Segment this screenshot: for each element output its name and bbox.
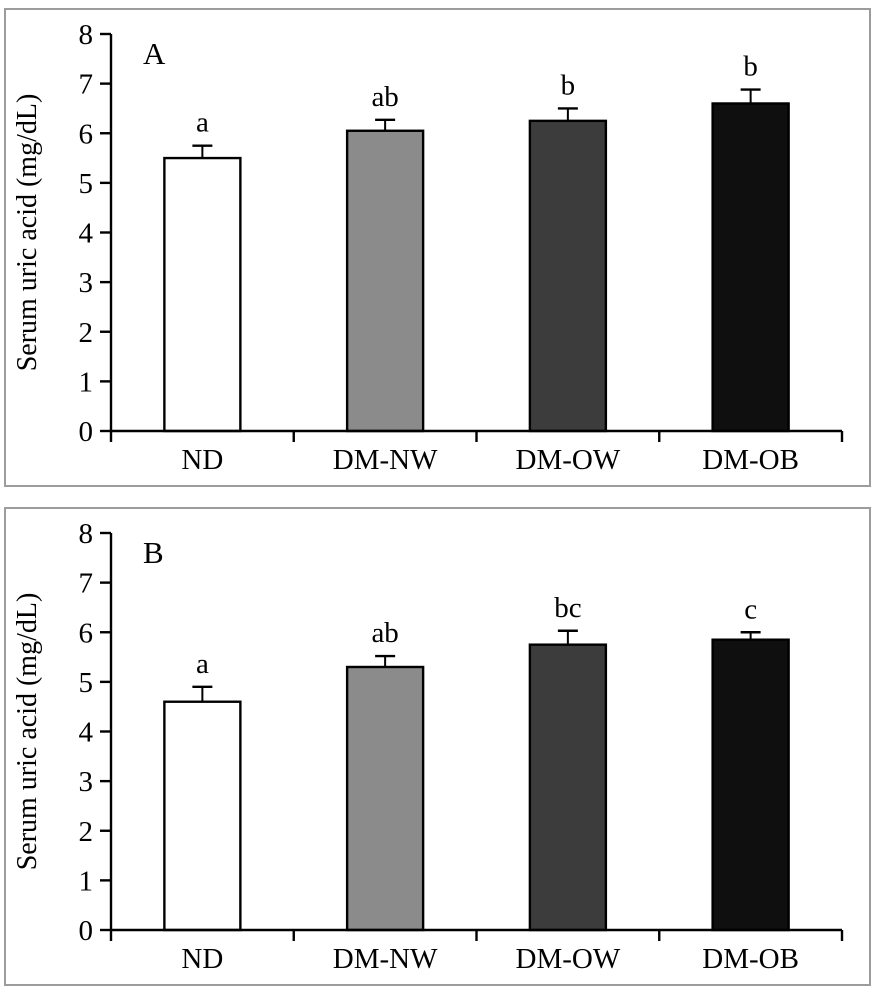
y-tick-label: 5 bbox=[79, 667, 94, 699]
x-category-label: DM-OW bbox=[516, 943, 621, 975]
y-tick-label: 1 bbox=[79, 865, 94, 897]
bar-nd bbox=[163, 700, 242, 932]
x-category-label: DM-OB bbox=[702, 943, 799, 975]
x-category-label: ND bbox=[181, 444, 223, 476]
sig-letter: ab bbox=[371, 81, 398, 113]
y-tick-label: 0 bbox=[79, 416, 94, 448]
y-tick-label: 2 bbox=[79, 816, 94, 848]
sig-letter: ab bbox=[371, 617, 398, 649]
sig-letter: a bbox=[196, 648, 209, 680]
bar-chart-b: 0 1 2 3 4 5 6 7 8 a ND ab DM-NW bc DM-OW c DM-OB Serum ur… bbox=[12, 518, 844, 975]
y-tick-label: 4 bbox=[79, 717, 94, 749]
bar-dm-ob bbox=[711, 638, 790, 932]
y-tick-label: 3 bbox=[79, 267, 94, 299]
bar-dm-ob bbox=[711, 102, 790, 433]
y-tick-label: 8 bbox=[79, 518, 94, 550]
sig-letter: c bbox=[744, 593, 757, 625]
y-axis-label: Serum uric acid (mg/dL) bbox=[12, 593, 43, 871]
y-tick-label: 7 bbox=[79, 69, 94, 101]
sig-letter: bc bbox=[554, 592, 581, 624]
y-tick-label: 2 bbox=[79, 317, 94, 349]
x-category-label: DM-NW bbox=[333, 943, 438, 975]
panel-letter: A bbox=[143, 36, 166, 71]
panel-letter: B bbox=[143, 535, 164, 570]
bar-dm-nw bbox=[345, 665, 425, 932]
axes bbox=[109, 34, 842, 433]
y-tick-label: 0 bbox=[79, 915, 94, 947]
sig-letter: b bbox=[743, 51, 758, 83]
bar-dm-ow bbox=[528, 119, 608, 433]
y-tick-label: 5 bbox=[79, 168, 94, 200]
y-tick-label: 8 bbox=[79, 19, 94, 51]
axes bbox=[109, 533, 842, 932]
x-category-label: DM-NW bbox=[333, 444, 438, 476]
x-category-label: DM-OW bbox=[516, 444, 621, 476]
bar-dm-nw bbox=[345, 129, 425, 433]
bar-chart-a: 0 1 2 3 4 5 6 7 8 a ND ab DM-NW b DM-OW b DM-OB Serum uri… bbox=[12, 19, 844, 476]
sig-letter: a bbox=[196, 107, 209, 139]
figure-serum-uric-acid: 0 1 2 3 4 5 6 7 8 a ND ab DM-NW b DM-OW b DM-OB Serum uri… bbox=[0, 8, 876, 1004]
x-category-label: DM-OB bbox=[702, 444, 799, 476]
bar-dm-ow bbox=[528, 643, 608, 932]
y-axis-label: Serum uric acid (mg/dL) bbox=[12, 94, 43, 372]
panel-a: 0 1 2 3 4 5 6 7 8 a ND ab DM-NW b DM-OW b DM-OB Serum uri… bbox=[4, 8, 871, 487]
bar-nd bbox=[163, 156, 242, 433]
y-tick-label: 6 bbox=[79, 617, 94, 649]
y-tick-label: 7 bbox=[79, 568, 94, 600]
panel-b: 0 1 2 3 4 5 6 7 8 a ND ab DM-NW bc DM-OW c DM-OB Serum ur… bbox=[4, 507, 871, 986]
y-tick-label: 1 bbox=[79, 366, 94, 398]
y-tick-label: 4 bbox=[79, 218, 94, 250]
sig-letter: b bbox=[561, 69, 576, 101]
y-tick-label: 6 bbox=[79, 118, 94, 150]
y-tick-label: 3 bbox=[79, 766, 94, 798]
x-category-label: ND bbox=[181, 943, 223, 975]
